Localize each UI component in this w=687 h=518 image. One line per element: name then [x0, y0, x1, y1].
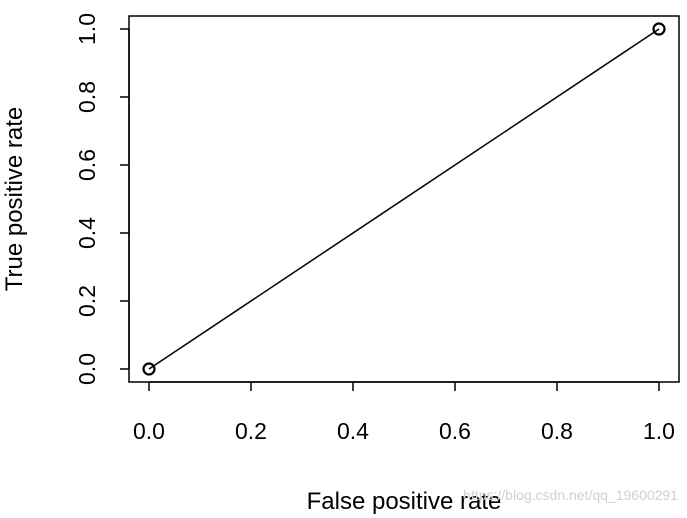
y-tick-label: 0.6 — [74, 149, 100, 181]
watermark: https://blog.csdn.net/qq_19600291 — [463, 487, 678, 503]
y-tick-label: 0.2 — [74, 285, 100, 317]
y-tick-label: 0.4 — [74, 217, 100, 249]
roc-point — [142, 362, 156, 376]
x-tick-label: 0.6 — [439, 418, 471, 444]
x-axis: 0.0 0.2 0.4 0.6 0.8 1.0 — [133, 381, 675, 444]
roc-point — [652, 22, 666, 36]
series-layer — [142, 22, 666, 376]
roc-line — [148, 28, 660, 370]
x-tick-label: 0.8 — [541, 418, 573, 444]
y-tick-label: 0.8 — [74, 81, 100, 113]
y-tick-label: 1.0 — [74, 13, 100, 45]
x-tick-label: 1.0 — [643, 418, 675, 444]
y-tick-label: 0.0 — [74, 353, 100, 385]
y-axis-title: True positive rate — [1, 107, 28, 292]
x-tick-label: 0.0 — [133, 418, 165, 444]
x-axis-title: False positive rate — [307, 488, 502, 515]
y-axis: 0.0 0.2 0.4 0.6 0.8 1.0 — [74, 13, 130, 385]
x-tick-label: 0.4 — [337, 418, 369, 444]
x-tick-label: 0.2 — [235, 418, 267, 444]
